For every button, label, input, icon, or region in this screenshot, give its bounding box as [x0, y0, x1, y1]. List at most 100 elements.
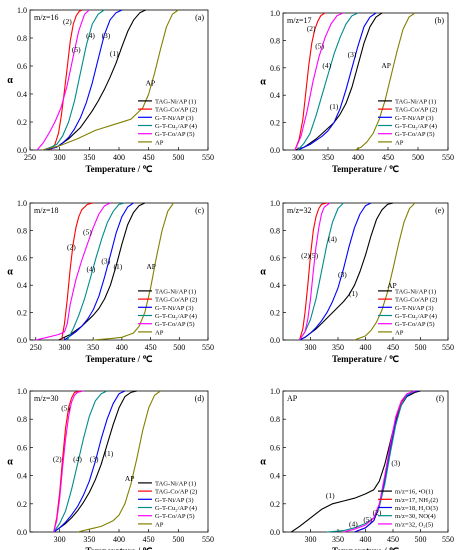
y-tick-label: 1.0	[270, 9, 280, 18]
curve-label: (5)	[363, 515, 372, 524]
legend: TAG-Ni/AP (1)TAG-Co/AP (2)G-T-Ni/AP (3)G…	[138, 98, 197, 146]
y-tick-label: 1.0	[270, 387, 280, 396]
x-tick-label: 300	[58, 343, 70, 352]
y-tick-label: 0.2	[17, 118, 27, 127]
x-tick-label: 500	[415, 535, 427, 544]
y-tick-label: 1.0	[17, 387, 27, 396]
series-line-5	[36, 9, 90, 151]
curve-label: (4)	[328, 234, 337, 243]
y-axis-label: α	[7, 267, 13, 278]
x-tick-label: 500	[412, 153, 424, 162]
series-line-6	[41, 9, 179, 151]
x-tick-label: 450	[382, 153, 394, 162]
curve-label: (4)	[86, 265, 95, 274]
series-line-1	[58, 202, 146, 341]
plot-frame	[282, 12, 449, 151]
curve-label: (1)	[330, 102, 339, 111]
series-line-5	[299, 202, 331, 341]
x-axis-label: Temperature / ℃	[85, 354, 152, 364]
legend-entry: TAG-Co/AP (2)	[155, 107, 197, 114]
series-line-3	[299, 202, 372, 341]
series-line-4	[297, 12, 359, 151]
panel-annotation: m/z=18	[34, 206, 59, 215]
y-tick-label: 0.8	[270, 36, 280, 45]
x-tick-label: 300	[305, 343, 317, 352]
curve-label: (5)	[72, 45, 81, 54]
series-line-4	[53, 390, 108, 533]
legend-entry: G-T-Cu₂/AP (4)	[155, 313, 197, 320]
series-line-1	[299, 202, 394, 341]
y-tick-label: 0.2	[17, 500, 27, 509]
panel-label: (b)	[435, 16, 445, 25]
legend-entry: G-T-Ni/AP (3)	[155, 305, 194, 312]
series-line-2	[50, 9, 83, 151]
legend-entry: AP	[155, 139, 164, 146]
series-line-1	[53, 390, 137, 533]
y-tick-label: 0.8	[17, 34, 27, 43]
series-line-6	[93, 202, 174, 341]
legend: TAG-Ni/AP (1)TAG-Co/AP (2)G-T-Ni/AP (3)G…	[378, 98, 437, 146]
curve-label: (3)	[90, 455, 99, 464]
legend-entry: G-T-Co/AP (5)	[395, 321, 435, 328]
y-axis-label: α	[260, 267, 266, 278]
curve-label: (5)	[61, 404, 70, 413]
y-tick-label: 0.4	[270, 472, 280, 481]
curve-label: (3)	[391, 459, 400, 468]
panel-label: (c)	[195, 206, 204, 215]
y-tick-label: 1.0	[17, 199, 27, 208]
y-tick-label: 0.4	[270, 91, 280, 100]
legend-entry: G-T-Ni/AP (3)	[395, 115, 434, 122]
series-line-5	[53, 390, 84, 533]
curve-label: AP	[125, 474, 135, 483]
curve-label: (4)	[73, 455, 82, 464]
legend-entry: AP	[395, 139, 404, 146]
panel-label: (a)	[195, 13, 204, 22]
x-tick-label: 550	[442, 535, 454, 544]
legend-entry: TAG-Ni/AP (1)	[155, 480, 196, 487]
legend-entry: G-T-Cu₂/AP (4)	[155, 123, 197, 130]
curve-label: (2)	[63, 17, 72, 26]
y-tick-label: 1.0	[270, 199, 280, 208]
y-tick-label: 0.8	[17, 226, 27, 235]
y-tick-label: 0.0	[270, 146, 280, 155]
legend-entry: TAG-Ni/AP (1)	[395, 98, 436, 105]
panel-label: (f)	[436, 394, 444, 403]
y-tick-label: 0.2	[270, 119, 280, 128]
curve-label: (5)	[315, 42, 324, 51]
x-tick-label: 400	[113, 153, 125, 162]
y-tick-label: 0.2	[270, 309, 280, 318]
y-tick-label: 0.4	[270, 281, 280, 290]
x-tick-label: 350	[83, 535, 95, 544]
chart-panel-b: 300 350 400 450 500 550 0.0 0.2 0.4 0.6 0.8 1.0 Temp…	[260, 9, 454, 174]
legend-entry: AP	[155, 329, 164, 336]
legend-entry: AP	[155, 521, 164, 528]
x-tick-label: 400	[113, 535, 125, 544]
chart-panel-a: 250 300 350 400 450 500 550 0.0 0.2 0.4 0.6 0.8 1.0 T…	[7, 6, 214, 174]
legend-entry: m/z=16, •O(1)	[395, 489, 433, 496]
panel-annotation: AP	[287, 394, 298, 403]
curve-label: (2)	[373, 508, 382, 517]
legend-entry: TAG-Co/AP (2)	[155, 297, 197, 304]
y-axis-label: α	[260, 77, 266, 88]
legend-entry: G-T-Co/AP (5)	[395, 131, 435, 138]
curve-label: AP	[381, 61, 391, 70]
series-line-5	[343, 390, 416, 533]
curve-label: (5)	[309, 251, 318, 260]
y-tick-label: 0.6	[17, 62, 27, 71]
curve-label: AP	[146, 262, 156, 271]
x-tick-label: 500	[173, 343, 185, 352]
series-line-4	[326, 390, 416, 533]
x-tick-label: 500	[172, 535, 184, 544]
x-tick-label: 450	[387, 535, 399, 544]
curve-label: (1)	[349, 289, 358, 298]
x-tick-label: 350	[83, 153, 95, 162]
curve-label: (4)	[322, 61, 331, 70]
y-tick-label: 0.6	[17, 254, 27, 263]
curve-label: (1)	[105, 449, 114, 458]
legend-entry: m/z=32, O₂(5)	[395, 521, 433, 528]
curve-label: (3)	[348, 50, 357, 59]
series-line-3	[64, 202, 134, 341]
panel-annotation: m/z=17	[287, 16, 312, 25]
y-tick-label: 0.6	[270, 254, 280, 263]
legend-entry: G-T-Co/AP (5)	[155, 131, 195, 138]
